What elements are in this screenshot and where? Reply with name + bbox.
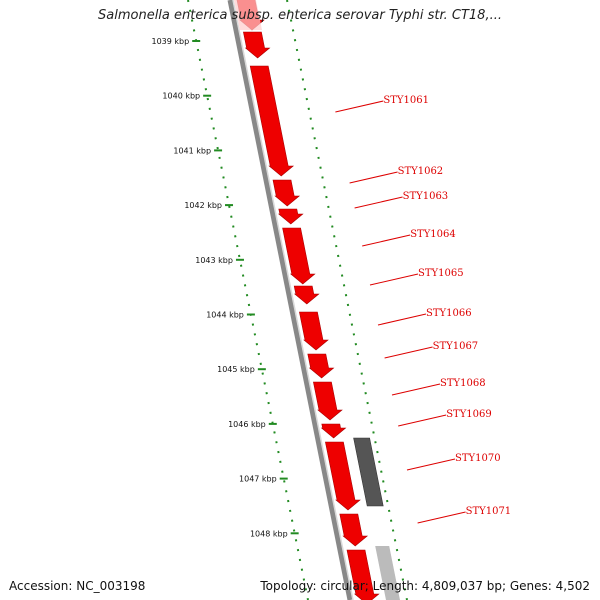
- gene-arrow: [299, 311, 329, 351]
- map-title: Salmonella enterica subsp. enterica sero…: [98, 8, 502, 23]
- gene-leader-line: [377, 313, 427, 326]
- scale-track: 1039 kbp 1040 kbp 1041 kbp 1042 kbp 1043 kbp…: [151, 0, 408, 600]
- scale-tick-label: 1040 kbp: [162, 92, 200, 101]
- gene-label: STY1064: [410, 229, 456, 240]
- gene-track: [234, 0, 400, 600]
- gene-leader-line: [391, 383, 441, 396]
- genome-summary: Topology: circular; Length: 4,809,037 bp…: [260, 579, 590, 593]
- gene-arrow: [243, 31, 271, 59]
- gene-arrow: [293, 285, 320, 305]
- scale-tick-label: 1039 kbp: [151, 37, 189, 46]
- gene-arrow: [339, 513, 369, 547]
- gene-leader-line: [384, 346, 433, 359]
- gene-label: STY1067: [433, 341, 479, 352]
- gene-arrow-grey: [353, 437, 384, 507]
- gene-arrow: [320, 423, 347, 439]
- scale-tick-label: 1046 kbp: [228, 420, 266, 429]
- label-dotted-line: [286, 0, 408, 600]
- gene-leader-line: [362, 234, 411, 247]
- gene-faded: [234, 0, 262, 30]
- scale-tick-label: 1048 kbp: [250, 529, 288, 538]
- gene-leader-line: [354, 196, 403, 209]
- gene-label: STY1062: [398, 166, 444, 177]
- backbone-highlight: [232, 0, 354, 600]
- scale-tick-label: 1047 kbp: [239, 475, 277, 484]
- gene-arrow: [346, 549, 380, 600]
- gene-arrow: [282, 227, 316, 285]
- gene-leader-line: [417, 511, 466, 524]
- gene-arrow: [307, 353, 335, 379]
- gene-label: STY1068: [440, 378, 486, 389]
- gene-arrow: [272, 179, 301, 207]
- gene-leader-line: [335, 100, 384, 113]
- gene-arrow: [249, 65, 295, 177]
- gene-label: STY1070: [455, 453, 501, 464]
- gene-label: STY1069: [446, 409, 492, 420]
- gene-leader-line: [398, 414, 447, 427]
- gene-leader-line: [349, 171, 398, 184]
- scale-tick-label: 1045 kbp: [217, 365, 255, 374]
- gene-label: STY1071: [466, 506, 512, 517]
- accession-label: Accession: NC_003198: [9, 579, 146, 593]
- scale-tick-label: 1042 kbp: [184, 201, 222, 210]
- gene-arrow: [277, 208, 304, 225]
- scale-tick-label: 1044 kbp: [206, 311, 244, 320]
- gene-arrow-faded: [375, 546, 400, 600]
- gene-arrow: [325, 441, 361, 511]
- gene-label: STY1063: [403, 191, 449, 202]
- gene-label: STY1065: [418, 268, 464, 279]
- scale-dotted-line: [187, 0, 309, 600]
- gene-leader-line: [406, 458, 456, 471]
- backbone: [227, 0, 354, 600]
- gene-label: STY1066: [426, 308, 472, 319]
- scale-tick-label: 1043 kbp: [195, 256, 233, 265]
- backbone-line: [227, 0, 353, 600]
- gene-arrow: [313, 381, 343, 421]
- gene-labels: STY1061 STY1062 STY1063 STY1064 STY1065 STY10…: [335, 95, 512, 524]
- gene-label: STY1061: [383, 95, 429, 106]
- scale-tick-label: 1041 kbp: [173, 146, 211, 155]
- gene-leader-line: [369, 273, 419, 286]
